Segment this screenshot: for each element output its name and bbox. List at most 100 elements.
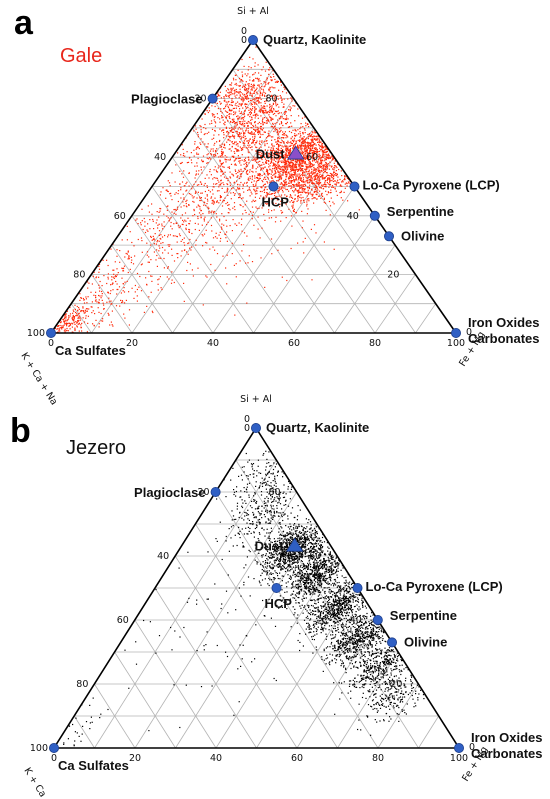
scatter-point: [303, 128, 306, 130]
scatter-point: [309, 551, 311, 553]
scatter-point: [247, 189, 249, 191]
scatter-point: [150, 291, 152, 293]
scatter-point: [254, 175, 256, 177]
scatter-point: [286, 156, 288, 158]
scatter-point: [106, 282, 108, 285]
scatter-point: [241, 159, 243, 161]
scatter-point: [275, 545, 277, 547]
scatter-point: [82, 307, 84, 309]
scatter-point: [275, 110, 277, 113]
scatter-point: [270, 95, 272, 98]
scatter-point: [187, 242, 189, 245]
scatter-point: [268, 89, 270, 92]
scatter-point: [291, 98, 293, 100]
scatter-point: [292, 184, 294, 186]
scatter-point: [126, 280, 128, 282]
scatter-point: [61, 325, 63, 327]
scatter-point: [301, 544, 303, 546]
scatter-point: [306, 186, 309, 188]
scatter-point: [257, 114, 259, 116]
scatter-point: [277, 249, 279, 251]
scatter-point: [308, 174, 310, 176]
scatter-point: [333, 157, 335, 159]
scatter-point: [305, 565, 307, 567]
scatter-point: [282, 552, 284, 554]
scatter-point: [107, 292, 109, 294]
scatter-point: [314, 543, 316, 545]
scatter-point: [234, 152, 236, 154]
scatter-point: [184, 244, 186, 246]
scatter-point: [311, 164, 313, 166]
scatter-point: [241, 230, 243, 232]
scatter-point: [235, 173, 237, 175]
scatter-point: [265, 162, 267, 164]
scatter-point: [288, 152, 290, 154]
scatter-point: [304, 152, 306, 154]
scatter-point: [249, 94, 251, 96]
scatter-point: [315, 187, 317, 189]
tick-label-right: 80: [266, 94, 278, 105]
scatter-point: [234, 209, 236, 211]
grid-line: [253, 186, 355, 334]
scatter-point: [305, 163, 307, 165]
scatter-point: [314, 563, 316, 565]
scatter-point: [257, 99, 259, 101]
scatter-point: [286, 188, 288, 191]
scatter-point: [254, 109, 256, 112]
scatter-point: [162, 242, 164, 244]
scatter-point: [306, 537, 308, 539]
scatter-point: [288, 153, 291, 155]
scatter-point: [260, 108, 262, 111]
scatter-point: [220, 145, 223, 147]
scatter-point: [148, 296, 150, 298]
scatter-point: [254, 62, 256, 64]
scatter-point: [306, 171, 308, 173]
scatter-point: [207, 221, 209, 223]
scatter-point: [57, 331, 59, 333]
scatter-point: [257, 166, 259, 168]
scatter-point: [311, 152, 313, 154]
scatter-point: [266, 570, 268, 572]
scatter-point: [294, 134, 296, 137]
scatter-point: [253, 125, 255, 128]
scatter-point: [111, 283, 113, 285]
scatter-point: [274, 170, 276, 172]
scatter-point: [301, 147, 303, 149]
scatter-point: [280, 538, 282, 540]
scatter-point: [335, 173, 337, 175]
scatter-point: [239, 177, 241, 180]
scatter-point: [314, 178, 317, 180]
scatter-point: [277, 143, 279, 146]
scatter-point: [285, 161, 287, 163]
scatter-point: [312, 159, 314, 161]
scatter-point: [222, 255, 224, 257]
scatter-point: [323, 166, 325, 168]
scatter-point: [332, 201, 334, 203]
scatter-point: [320, 146, 323, 148]
scatter-point: [281, 116, 283, 118]
scatter-point: [305, 528, 307, 530]
scatter-point: [229, 140, 231, 142]
scatter-point: [226, 225, 228, 227]
scatter-point: [248, 162, 250, 164]
scatter-point: [303, 148, 305, 150]
scatter-point: [277, 147, 279, 149]
scatter-point: [263, 155, 265, 158]
scatter-point: [295, 142, 297, 144]
scatter-point: [230, 87, 232, 89]
scatter-point: [234, 104, 236, 106]
tick-label-bottom: 60: [288, 338, 300, 349]
scatter-point: [219, 218, 221, 220]
end-member-marker: [207, 93, 218, 104]
scatter-point: [295, 166, 298, 168]
scatter-point: [242, 85, 244, 87]
scatter-point: [333, 166, 335, 169]
scatter-point: [234, 223, 236, 225]
scatter-point: [298, 160, 300, 162]
scatter-point: [258, 121, 260, 123]
scatter-point: [300, 200, 302, 202]
scatter-point: [171, 199, 173, 201]
scatter-point: [208, 211, 210, 213]
scatter-point: [263, 196, 265, 198]
scatter-point: [303, 543, 305, 545]
